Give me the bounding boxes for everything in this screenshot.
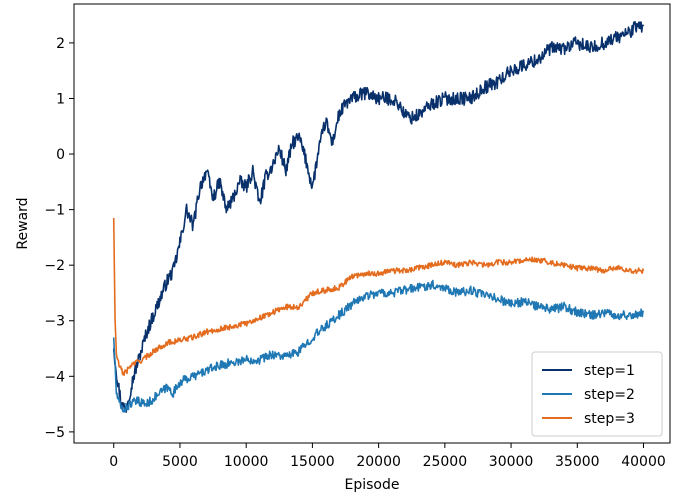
y-tick-label: −2 bbox=[44, 258, 65, 274]
x-axis-label: Episode bbox=[345, 477, 400, 493]
y-axis-label: Reward bbox=[15, 197, 31, 249]
plot-frame bbox=[73, 3, 671, 444]
y-tick-label: −4 bbox=[44, 369, 65, 385]
x-tick-label: 30000 bbox=[489, 454, 534, 470]
series-layer bbox=[112, 20, 645, 413]
series-line-3 bbox=[112, 217, 645, 376]
legend-label: step=2 bbox=[584, 387, 635, 403]
x-tick-label: 25000 bbox=[423, 454, 468, 470]
y-tick-label: 0 bbox=[56, 147, 65, 163]
ticks-layer: 0 5000 10000 15000 20000 25000 30000 35000 40000… bbox=[44, 36, 665, 470]
x-tick-label: 40000 bbox=[621, 454, 666, 470]
legend: step=1 step=2 step=3 bbox=[531, 351, 663, 437]
y-tick-label: −5 bbox=[44, 425, 65, 441]
series-line-1 bbox=[112, 20, 645, 413]
x-tick-label: 35000 bbox=[555, 454, 600, 470]
x-tick-label: 20000 bbox=[356, 454, 401, 470]
series-line-2 bbox=[112, 279, 645, 413]
legend-box bbox=[531, 351, 663, 437]
x-tick-label: 10000 bbox=[224, 454, 269, 470]
y-tick-label: 2 bbox=[56, 36, 65, 52]
y-tick-label: 1 bbox=[56, 91, 65, 107]
y-tick-label: −1 bbox=[44, 203, 65, 219]
legend-label: step=1 bbox=[584, 363, 635, 379]
legend-label: step=3 bbox=[584, 411, 635, 427]
y-tick-label: −3 bbox=[44, 314, 65, 330]
x-tick-label: 0 bbox=[109, 454, 118, 470]
x-tick-label: 15000 bbox=[290, 454, 335, 470]
x-tick-label: 5000 bbox=[162, 454, 198, 470]
